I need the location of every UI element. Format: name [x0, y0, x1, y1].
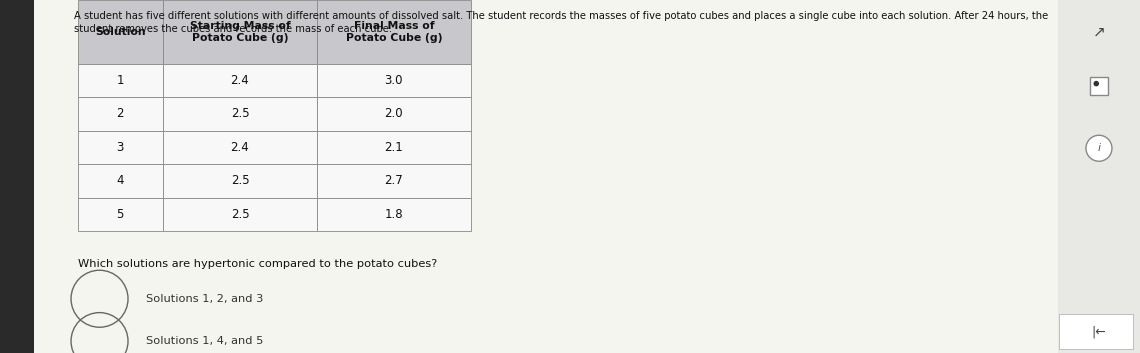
- Bar: [78, 64, 163, 97]
- Text: 3.0: 3.0: [384, 74, 404, 87]
- Text: 2.5: 2.5: [230, 174, 250, 187]
- Bar: [163, 64, 317, 97]
- Text: 5: 5: [116, 208, 124, 221]
- Text: 3: 3: [116, 141, 124, 154]
- Text: |←: |←: [1092, 325, 1106, 339]
- Text: 2: 2: [116, 107, 124, 120]
- Text: ↗: ↗: [1092, 24, 1106, 39]
- Circle shape: [1086, 135, 1111, 161]
- Text: Solutions 1, 4, and 5: Solutions 1, 4, and 5: [146, 336, 263, 346]
- Text: 2.7: 2.7: [384, 174, 404, 187]
- Text: Which solutions are hypertonic compared to the potato cubes?: Which solutions are hypertonic compared …: [78, 259, 437, 269]
- Text: 4: 4: [116, 174, 124, 187]
- Bar: [163, 131, 317, 164]
- Bar: [163, 0, 317, 64]
- Bar: [1090, 77, 1108, 95]
- Text: A student has five different solutions with different amounts of dissolved salt.: A student has five different solutions w…: [74, 11, 1049, 34]
- Text: 2.4: 2.4: [230, 141, 250, 154]
- Bar: [78, 164, 163, 198]
- Bar: [78, 0, 163, 64]
- Bar: [317, 97, 471, 131]
- Text: 1: 1: [116, 74, 124, 87]
- Circle shape: [1093, 81, 1099, 86]
- Bar: [317, 64, 471, 97]
- Bar: [317, 131, 471, 164]
- Bar: [0, 0, 34, 353]
- Bar: [317, 164, 471, 198]
- Bar: [78, 198, 163, 231]
- Text: Starting Mass of
Potato Cube (g): Starting Mass of Potato Cube (g): [189, 20, 291, 43]
- Text: Solution: Solution: [95, 27, 146, 37]
- Text: 2.1: 2.1: [384, 141, 404, 154]
- Bar: [163, 198, 317, 231]
- Bar: [1058, 0, 1140, 353]
- Bar: [317, 198, 471, 231]
- Text: 1.8: 1.8: [384, 208, 404, 221]
- Text: i: i: [1098, 143, 1100, 153]
- Text: Final Mass of
Potato Cube (g): Final Mass of Potato Cube (g): [345, 20, 442, 43]
- Text: Solutions 1, 2, and 3: Solutions 1, 2, and 3: [146, 294, 263, 304]
- Bar: [78, 97, 163, 131]
- Text: 2.0: 2.0: [384, 107, 404, 120]
- Bar: [317, 0, 471, 64]
- Bar: [163, 97, 317, 131]
- Text: 2.5: 2.5: [230, 107, 250, 120]
- Bar: [78, 131, 163, 164]
- Bar: [163, 164, 317, 198]
- Text: 2.5: 2.5: [230, 208, 250, 221]
- Bar: [1059, 314, 1133, 349]
- Text: 2.4: 2.4: [230, 74, 250, 87]
